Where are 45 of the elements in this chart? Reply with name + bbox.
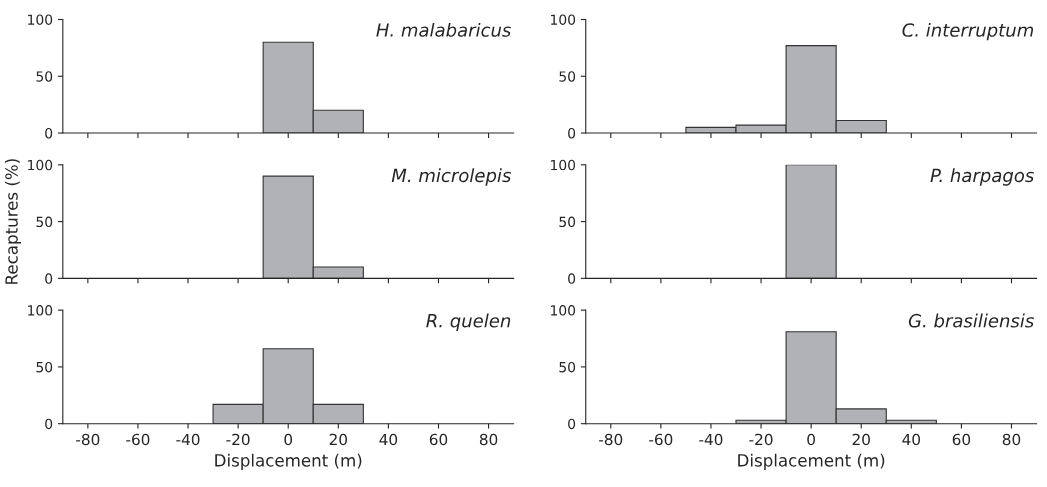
x-tick-label: 0 [284, 433, 293, 446]
x-tick-label: -60 [126, 433, 150, 446]
y-tick-label: 0 [568, 418, 576, 430]
x-tick-label: -80 [599, 433, 623, 446]
x-tick-label: 60 [952, 433, 971, 446]
chart-title: H. malabaricus [376, 22, 511, 37]
x-tick-label: -20 [749, 433, 773, 446]
chart-title: R. quelen [426, 313, 511, 331]
x-axis-title: Displacement (m) [738, 453, 885, 470]
y-tick-label: 100 [551, 14, 576, 25]
x-tick-label: 0 [807, 433, 815, 446]
y-tick-label: 100 [551, 159, 576, 171]
y-tick-label: 50 [36, 216, 53, 228]
x-axis-title: Displacement (m) [215, 453, 362, 470]
x-tick-label: 20 [329, 433, 348, 446]
y-tick-label: 50 [559, 361, 576, 373]
y-tick-label: 50 [559, 216, 576, 228]
x-tick-label: -40 [176, 433, 200, 446]
y-tick-label: 0 [568, 273, 576, 284]
x-tick-label: -80 [76, 433, 100, 446]
y-tick-label: 100 [28, 305, 53, 316]
chart-title: C. interruptum [902, 22, 1034, 41]
y-tick-label: 0 [45, 127, 53, 139]
x-tick-label: 60 [429, 433, 448, 446]
y-tick-label: 50 [559, 71, 576, 82]
y-tick-label: 0 [45, 418, 53, 430]
y-axis-title: Recaptures (%) [4, 159, 22, 284]
y-tick-label: 100 [28, 159, 53, 171]
y-tick-label: 100 [28, 14, 53, 25]
x-tick-label: 20 [852, 433, 870, 446]
x-tick-label: 40 [902, 433, 921, 446]
chart-title: P. harpagos [930, 168, 1034, 186]
y-tick-label: 100 [551, 305, 576, 316]
x-tick-label: 80 [1002, 433, 1021, 446]
x-tick-label: -40 [699, 433, 723, 446]
x-tick-label: 80 [479, 433, 498, 446]
y-tick-label: 50 [36, 71, 53, 82]
chart-title: G. brasiliensis [908, 313, 1034, 328]
x-tick-label: 40 [379, 433, 398, 446]
x-tick-label: -60 [649, 433, 673, 446]
y-tick-label: 0 [568, 127, 576, 139]
chart-title: M. microlepis [391, 168, 511, 186]
y-tick-label: 0 [45, 273, 53, 284]
x-tick-label: -20 [226, 433, 250, 446]
y-tick-label: 50 [36, 361, 53, 373]
